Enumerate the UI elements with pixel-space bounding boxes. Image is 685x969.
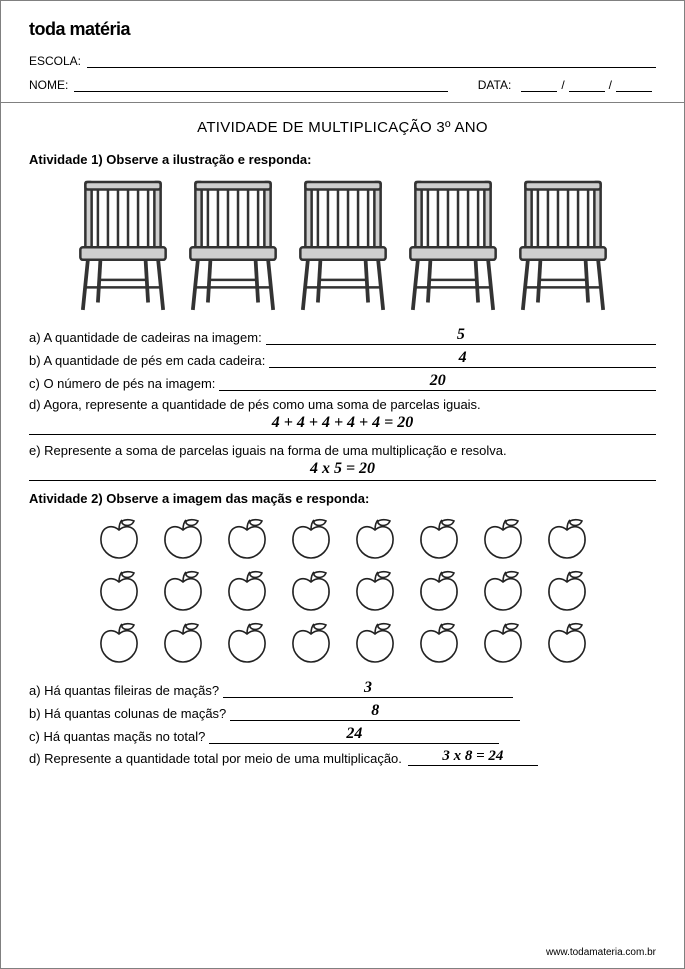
apple-icon [542,568,592,614]
header-separator [1,102,684,103]
apple-icon [414,620,464,666]
apple-icon [350,568,400,614]
footer-url: www.todamateria.com.br [546,947,656,958]
q1e-label: e) Represente a soma de parcelas iguais … [29,443,656,458]
q2a-row: a) Há quantas fileiras de maçãs? 3 [29,680,656,698]
apple-icon [94,568,144,614]
apple-row [94,516,592,562]
date-year-blank[interactable] [616,78,652,92]
school-label: ESCOLA: [29,54,81,68]
chair-icon [401,177,505,315]
school-line: ESCOLA: [29,54,656,68]
apple-icon [350,516,400,562]
name-blank[interactable] [74,78,447,92]
q2b-row: b) Há quantas colunas de maçãs? 8 [29,703,656,721]
apple-icon [542,516,592,562]
page-title: ATIVIDADE DE MULTIPLICAÇÃO 3º ANO [29,119,656,136]
q2d-row: d) Represente a quantidade total por mei… [29,749,656,766]
date-day-blank[interactable] [521,78,557,92]
q1b-row: b) A quantidade de pés em cada cadeira: … [29,350,656,368]
q1a-answer[interactable]: 5 [266,327,656,345]
q2b-label: b) Há quantas colunas de maçãs? [29,706,226,721]
q2c-answer[interactable]: 24 [209,726,499,744]
activity1-heading: Atividade 1) Observe a ilustração e resp… [29,152,656,167]
school-blank[interactable] [87,54,656,68]
date-month-blank[interactable] [569,78,605,92]
apple-icon [414,516,464,562]
q1b-label: b) A quantidade de pés em cada cadeira: [29,353,265,368]
q2a-label: a) Há quantas fileiras de maçãs? [29,683,219,698]
name-label: NOME: [29,78,68,92]
q2b-answer[interactable]: 8 [230,703,520,721]
name-date-line: NOME: DATA: / / [29,78,656,92]
apple-icon [478,620,528,666]
apple-icon [350,620,400,666]
apple-icon [286,516,336,562]
q1c-answer[interactable]: 20 [219,373,656,391]
apple-icon [286,620,336,666]
q2d-label: d) Represente a quantidade total por mei… [29,751,402,766]
chair-icon [291,177,395,315]
q2c-row: c) Há quantas maçãs no total? 24 [29,726,656,744]
apple-icon [478,516,528,562]
apple-icon [414,568,464,614]
apple-icon [158,620,208,666]
apple-icon [222,620,272,666]
apple-icon [542,620,592,666]
apple-icon [286,568,336,614]
chair-icon [511,177,615,315]
activity2-heading: Atividade 2) Observe a imagem das maçãs … [29,491,656,506]
q2d-answer[interactable]: 3 x 8 = 24 [408,749,538,766]
date-label: DATA: [478,78,512,92]
q1a-row: a) A quantidade de cadeiras na imagem: 5 [29,327,656,345]
q1d-label: d) Agora, represente a quantidade de pés… [29,397,656,412]
q1e-answer[interactable]: 4 x 5 = 20 [29,460,656,481]
chairs-illustration [29,177,656,315]
apple-icon [222,516,272,562]
chair-icon [181,177,285,315]
worksheet-page: toda matéria ESCOLA: NOME: DATA: / / ATI… [0,0,685,969]
apple-icon [222,568,272,614]
apple-icon [94,516,144,562]
apple-icon [94,620,144,666]
apple-icon [158,516,208,562]
apple-row [94,620,592,666]
q2c-label: c) Há quantas maçãs no total? [29,729,205,744]
q1d-answer[interactable]: 4 + 4 + 4 + 4 + 4 = 20 [29,414,656,435]
q1c-row: c) O número de pés na imagem: 20 [29,373,656,391]
q1b-answer[interactable]: 4 [269,350,656,368]
apple-icon [478,568,528,614]
apple-icon [158,568,208,614]
chair-icon [71,177,175,315]
brand-logo: toda matéria [29,19,656,40]
apples-illustration [29,516,656,666]
date-group: DATA: / / [478,78,656,92]
apple-row [94,568,592,614]
q1c-label: c) O número de pés na imagem: [29,376,215,391]
q2a-answer[interactable]: 3 [223,680,513,698]
q1a-label: a) A quantidade de cadeiras na imagem: [29,330,262,345]
